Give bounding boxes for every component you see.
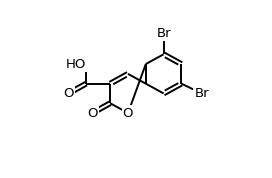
Text: Br: Br: [156, 27, 171, 40]
Text: Br: Br: [194, 87, 209, 100]
Text: HO: HO: [66, 57, 86, 71]
Text: O: O: [63, 87, 74, 100]
Text: O: O: [123, 106, 133, 120]
Text: O: O: [87, 106, 98, 120]
